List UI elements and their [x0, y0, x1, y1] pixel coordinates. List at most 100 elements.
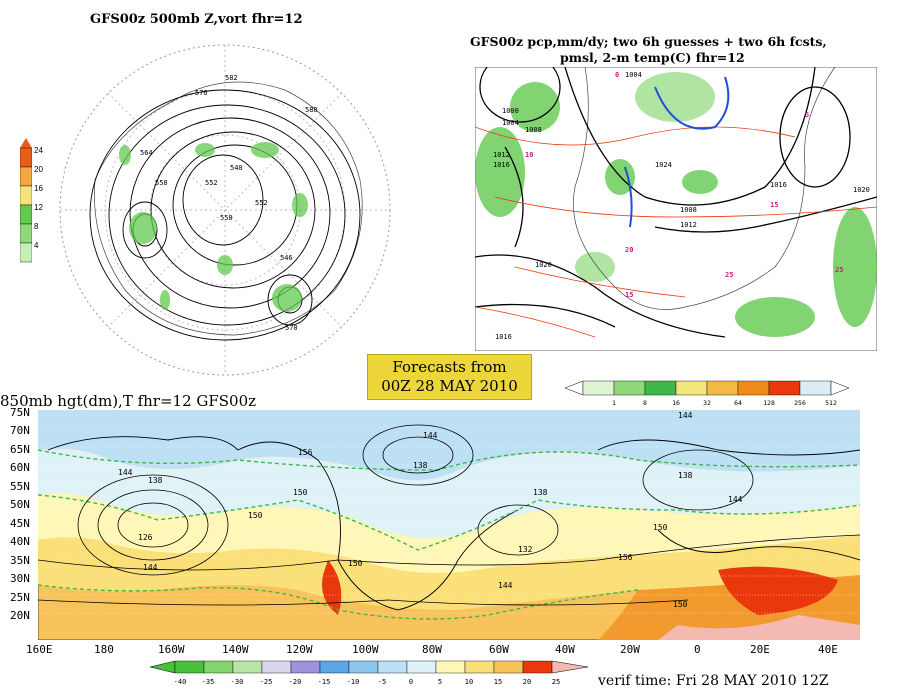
- contour-label: 156: [298, 448, 313, 457]
- precip-tick: 256: [794, 399, 806, 407]
- lat-label: 40N: [10, 535, 30, 548]
- contour-label: 144: [678, 411, 693, 420]
- precip-tick: 32: [703, 399, 711, 407]
- precip-tick: 8: [643, 399, 647, 407]
- temp-tick: -40: [174, 678, 187, 686]
- temp-label: 0: [615, 71, 619, 79]
- contour-label: 156: [618, 553, 633, 562]
- lat-label: 20N: [10, 609, 30, 622]
- temp-label: 15: [625, 291, 633, 299]
- isobar-label: 1008: [525, 126, 542, 134]
- hgt-panel-title: 850mb hgt(dm),T fhr=12 GFS00z: [0, 392, 257, 410]
- temp-label: 25: [835, 266, 843, 274]
- isobar-label: 1008: [680, 206, 697, 214]
- forecast-init-box: Forecasts from 00Z 28 MAY 2010: [367, 354, 532, 400]
- isobar-label: 1020: [853, 186, 870, 194]
- temp-tick: 10: [465, 678, 473, 686]
- temp-label: 10: [525, 151, 533, 159]
- isobar-label: 1016: [493, 161, 510, 169]
- temp-tick: -20: [289, 678, 302, 686]
- temp-tick: 15: [494, 678, 502, 686]
- lon-label: 20E: [750, 643, 770, 656]
- temp-tick: 20: [523, 678, 531, 686]
- temp-tick: -10: [347, 678, 360, 686]
- temp-tick: -35: [202, 678, 215, 686]
- lon-label: 0: [694, 643, 701, 656]
- lon-label: 40W: [555, 643, 575, 656]
- forecast-line2: 00Z 28 MAY 2010: [381, 377, 518, 395]
- lat-label: 50N: [10, 498, 30, 511]
- contour-label: 558: [220, 214, 233, 222]
- isobar-label: 1016: [495, 333, 512, 341]
- contour-label: 558: [155, 179, 168, 187]
- isobar-label: 1012: [493, 151, 510, 159]
- lon-label: 120W: [286, 643, 313, 656]
- contour-label: 138: [413, 461, 428, 470]
- contour-label: 138: [678, 471, 693, 480]
- contour-label: 150: [248, 511, 263, 520]
- lat-label: 70N: [10, 424, 30, 437]
- contour-label: 150: [653, 523, 668, 532]
- precip-colorbar: 1 8 16 32 64 128 256 512: [565, 380, 850, 407]
- vort-tick: 16: [34, 184, 43, 193]
- verif-time: verif time: Fri 28 MAY 2010 12Z: [598, 673, 829, 689]
- isobar-label: 1024: [655, 161, 672, 169]
- precip-map: 1000 1004 1008 1012 1016 1020 1024 1008 …: [475, 67, 877, 351]
- temp-tick: -5: [378, 678, 386, 686]
- vort-tick: 24: [34, 146, 43, 155]
- contour-label: 552: [205, 179, 218, 187]
- lon-label: 100W: [352, 643, 379, 656]
- forecast-line1: Forecasts from: [392, 358, 507, 376]
- contour-label: 540: [230, 164, 243, 172]
- temp-label: 20: [625, 246, 633, 254]
- lon-label: 180: [94, 643, 114, 656]
- isobar-label: 1004: [502, 119, 519, 127]
- vorticity-colorbar-swatches: [19, 138, 33, 263]
- lon-label: 160E: [26, 643, 53, 656]
- isobar-label: 1000: [502, 107, 519, 115]
- temp-label: 25: [725, 271, 733, 279]
- contour-label: 546: [280, 254, 293, 262]
- vort-tick: 8: [34, 222, 39, 231]
- lat-label: 30N: [10, 572, 30, 585]
- isobar-label: 1012: [680, 221, 697, 229]
- temp-tick: 5: [438, 678, 442, 686]
- contour-label: 144: [143, 563, 158, 572]
- lon-label: 40E: [818, 643, 838, 656]
- lon-label: 60W: [489, 643, 509, 656]
- polar-map: 582 576 564 558 552 546 540 570 588 558 …: [59, 44, 391, 376]
- isobar-label: 1004: [625, 71, 642, 79]
- contour-label: 144: [118, 468, 133, 477]
- vort-tick: 4: [34, 241, 39, 250]
- lat-label: 55N: [10, 480, 30, 493]
- polar-panel-title: GFS00z 500mb Z,vort fhr=12: [90, 12, 303, 27]
- contour-label: 576: [195, 89, 208, 97]
- contour-label: 570: [285, 324, 298, 332]
- lon-label: 160W: [158, 643, 185, 656]
- hgt-temp-map: 144 138 126 144 150 156 138 144 150 138 …: [38, 410, 860, 640]
- precip-tick: 128: [763, 399, 775, 407]
- temp-tick: 0: [409, 678, 413, 686]
- temp-tick: 25: [552, 678, 560, 686]
- precip-panel-title-line1: GFS00z pcp,mm/dy; two 6h guesses + two 6…: [470, 34, 827, 49]
- precip-tick: 16: [672, 399, 680, 407]
- lon-label: 80W: [422, 643, 442, 656]
- precip-tick: 64: [734, 399, 742, 407]
- contour-label: 144: [728, 495, 743, 504]
- temp-tick: -30: [231, 678, 244, 686]
- contour-label: 138: [148, 476, 163, 485]
- contour-label: 150: [293, 488, 308, 497]
- contour-label: 588: [305, 106, 318, 114]
- contour-label: 582: [225, 74, 238, 82]
- vort-tick: 12: [34, 203, 43, 212]
- contour-label: 138: [533, 488, 548, 497]
- contour-label: 144: [498, 581, 513, 590]
- temp-label: 15: [770, 201, 778, 209]
- vorticity-colorbar: [19, 138, 33, 270]
- contour-label: 150: [348, 559, 363, 568]
- contour-label: 564: [140, 149, 153, 157]
- precip-panel-title-line2: pmsl, 2-m temp(C) fhr=12: [560, 50, 745, 65]
- temperature-colorbar: -40 -35 -30 -25 -20 -15 -10 -5 0 5 10 15…: [150, 660, 589, 686]
- lat-label: 65N: [10, 443, 30, 456]
- lat-label: 35N: [10, 554, 30, 567]
